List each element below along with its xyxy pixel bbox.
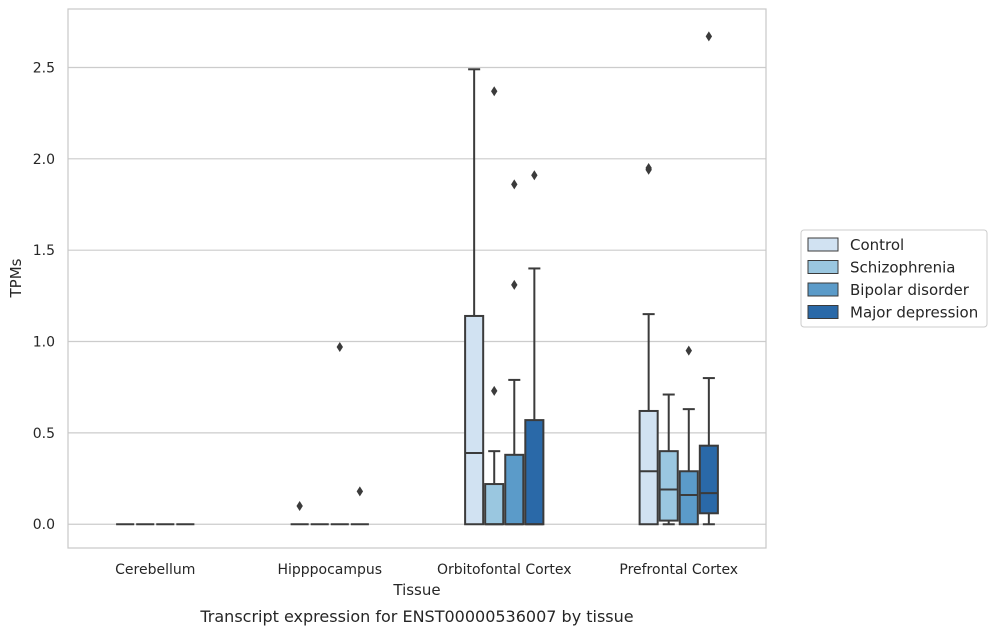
outlier-point: [645, 162, 652, 173]
legend-swatch: [807, 305, 839, 319]
y-tick-label: 2.5: [33, 60, 55, 76]
box: [464, 314, 485, 526]
legend: Control Schizophrenia Bipolar disorder Majo…: [800, 229, 988, 328]
outlier-point: [336, 342, 343, 353]
outlier-point: [296, 500, 303, 511]
outlier-point: [491, 385, 498, 396]
y-tick-label: 2.0: [33, 152, 55, 168]
x-tick-labels: Cerebellum Hipppocampus Orbitofontal Corte…: [115, 562, 738, 578]
legend-swatch: [807, 237, 839, 252]
box-group: [658, 393, 679, 526]
legend-label: Major depression: [850, 304, 978, 322]
box-group: [504, 179, 525, 526]
y-tick-label: 0.0: [33, 517, 55, 533]
box-group: [290, 500, 309, 526]
outlier-point: [705, 31, 713, 42]
box: [698, 444, 719, 515]
box: [638, 409, 659, 526]
y-tick-labels: 0.0 0.5 1.0 1.5 2.0 2.5: [33, 60, 55, 533]
box: [484, 483, 505, 526]
plot-frame: [67, 8, 767, 549]
box-group: [330, 342, 349, 526]
figure-caption: Transcript expression for ENST0000053600…: [199, 607, 633, 626]
legend-label: Control: [850, 236, 904, 254]
x-axis-label: Tissue: [392, 581, 440, 599]
y-tick-label: 1.0: [33, 335, 55, 351]
x-tick-label: Orbitofontal Cortex: [437, 562, 572, 578]
outlier-point: [511, 279, 518, 290]
y-tick-label: 1.5: [33, 243, 55, 259]
box-group: [638, 162, 659, 526]
box: [524, 419, 545, 526]
box-group: [678, 345, 699, 526]
box: [504, 453, 525, 526]
legend-label: Schizophrenia: [850, 259, 955, 277]
legend-swatch: [807, 282, 839, 297]
box-group: [464, 68, 485, 526]
outlier-point: [511, 179, 518, 190]
x-tick-label: Cerebellum: [115, 562, 195, 578]
box: [658, 450, 679, 522]
box-group: [698, 31, 719, 526]
box-groups: [116, 31, 719, 526]
x-tick-label: Prefrontal Cortex: [619, 562, 738, 578]
outlier-point: [356, 486, 364, 497]
y-tick-label: 0.5: [33, 426, 55, 442]
y-axis-label: TPMs: [7, 258, 25, 298]
outlier-point: [685, 345, 692, 356]
box-group: [524, 170, 545, 526]
box-group: [350, 486, 369, 526]
outlier-point: [531, 170, 538, 181]
legend-label: Bipolar disorder: [850, 281, 970, 299]
outlier-point: [491, 86, 498, 97]
x-tick-label: Hipppocampus: [277, 562, 382, 578]
box: [678, 470, 699, 526]
box-group: [484, 86, 505, 526]
legend-frame: [800, 229, 988, 328]
legend-swatch: [807, 260, 839, 274]
